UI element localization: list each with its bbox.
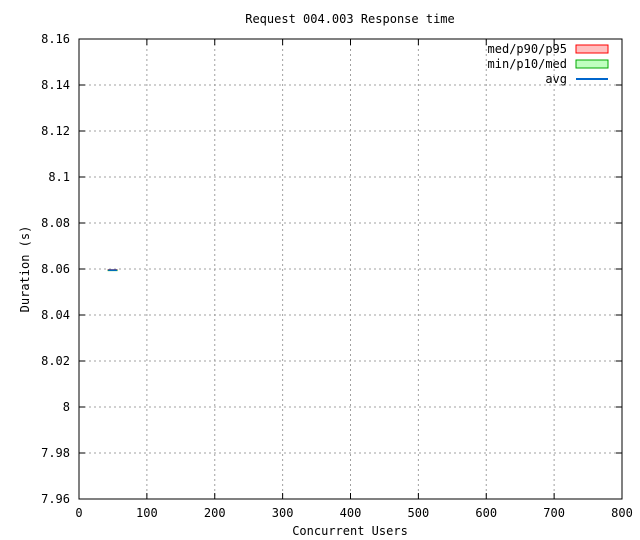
y-tick-label: 8.06: [41, 262, 70, 276]
y-tick-label: 8.08: [41, 216, 70, 230]
grid-lines: [79, 39, 622, 499]
legend-swatch-min-p10-med: [575, 59, 609, 69]
x-tick-label: 600: [475, 506, 497, 520]
x-tick-label: 0: [75, 506, 82, 520]
y-tick-label: 7.96: [41, 492, 70, 506]
y-tick-label: 8.02: [41, 354, 70, 368]
x-tick-label: 700: [543, 506, 565, 520]
y-tick-label: 8.16: [41, 32, 70, 46]
series-layer: [107, 269, 118, 272]
y-axis-title: Duration (s): [18, 226, 32, 313]
x-tick-label: 500: [408, 506, 430, 520]
chart-title: Request 004.003 Response time: [245, 12, 455, 26]
x-tick-label: 300: [272, 506, 294, 520]
y-tick-label: 8.1: [48, 170, 70, 184]
x-axis-title: Concurrent Users: [292, 524, 408, 538]
legend-label-avg: avg: [545, 72, 567, 86]
x-tick-label: 100: [136, 506, 158, 520]
x-tick-label: 200: [204, 506, 226, 520]
legend-label-med-p90-p95: med/p90/p95: [488, 42, 567, 56]
x-tick-label: 400: [340, 506, 362, 520]
legend-label-min-p10-med: min/p10/med: [488, 57, 567, 71]
y-tick-label: 8.04: [41, 308, 70, 322]
y-tick-label: 7.98: [41, 446, 70, 460]
legend-swatch-med-p90-p95: [575, 44, 609, 54]
y-tick-label: 8.14: [41, 78, 70, 92]
axis-ticks: 0 100 200 300 400 500 600 700 800 7.96 7.98 8 8.02 8.…: [41, 32, 633, 520]
y-tick-label: 8: [63, 400, 70, 414]
x-tick-label: 800: [611, 506, 633, 520]
y-tick-label: 8.12: [41, 124, 70, 138]
